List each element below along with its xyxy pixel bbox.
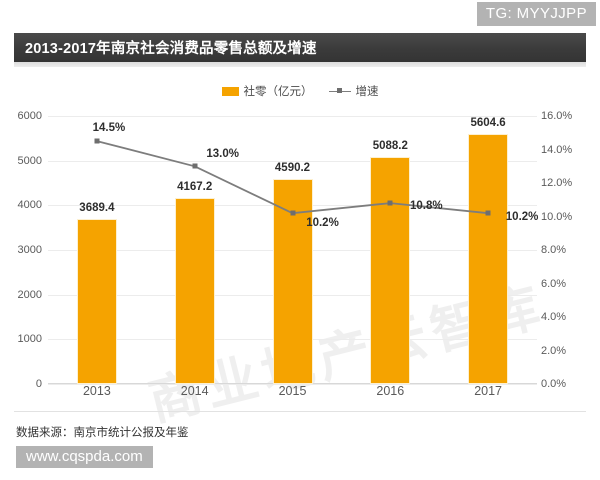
line-value-label: 10.8% (409, 200, 443, 213)
left-axis-tick: 1000 (17, 333, 42, 346)
left-axis: 0 1000 2000 3000 4000 5000 6000 (0, 110, 42, 390)
bar-value-label: 5088.2 (372, 139, 408, 152)
left-axis-tick: 0 (35, 378, 42, 390)
right-axis-tick: 0.0% (541, 378, 567, 390)
line-marker[interactable] (94, 138, 100, 144)
right-axis-tick: 8.0% (541, 244, 567, 256)
right-axis-tick: 4.0% (541, 311, 567, 323)
right-axis-tick: 6.0% (541, 277, 567, 290)
right-axis: 0.0% 2.0% 4.0% 6.0% 8.0% 10.0% 12.0% 14.0% 16.0% (541, 110, 595, 390)
legend-label-bar: 社零（亿元） (243, 86, 313, 98)
left-axis-tick: 5000 (17, 154, 42, 167)
site-watermark: www.cqspda.com (16, 446, 153, 468)
tg-banner: TG: MYYJJPP (476, 2, 596, 26)
right-axis-tick: 12.0% (541, 177, 573, 189)
line-marker[interactable] (290, 210, 295, 216)
line-marker[interactable] (485, 210, 491, 216)
right-axis-tick: 16.0% (541, 110, 573, 122)
x-axis-tick: 2015 (278, 384, 307, 398)
chart-legend: 社零（亿元） 增速 (0, 83, 600, 99)
left-axis-tick: 6000 (17, 110, 42, 122)
right-axis-tick: 2.0% (541, 344, 567, 357)
bar[interactable] (468, 133, 509, 384)
x-axis-labels: 2013 2014 2015 2016 2017 (48, 384, 537, 406)
bar-value-label: 5604.6 (470, 116, 506, 129)
legend-item-line[interactable]: 增速 (328, 83, 379, 99)
chart-title-bar: 2013-2017年南京社会消费品零售总额及增速 (14, 33, 586, 62)
x-axis-tick: 2014 (180, 384, 209, 398)
x-axis-tick: 2017 (474, 384, 502, 398)
bar-value-label: 3689.4 (79, 202, 115, 215)
page-title: 2013-2017年南京社会消费品零售总额及增速 (25, 41, 317, 57)
bar-value-label: 4590.2 (274, 162, 311, 174)
x-axis-tick: 2013 (82, 384, 111, 398)
bar[interactable] (174, 197, 215, 384)
left-axis-tick: 3000 (17, 244, 42, 256)
right-axis-tick: 14.0% (541, 143, 573, 156)
legend-line-swatch-icon (328, 87, 351, 96)
legend-bar-swatch-icon (221, 86, 239, 96)
gridline (48, 160, 537, 162)
bar-value-label: 4167.2 (177, 180, 213, 193)
title-underbar (14, 62, 586, 67)
bar[interactable] (370, 156, 411, 384)
legend-item-bar[interactable]: 社零（亿元） (221, 83, 313, 99)
footer-divider (14, 411, 586, 412)
left-axis-tick: 2000 (17, 288, 42, 301)
plot-area: 商业地产云智库 3689.4 4167.2 4590.2 5088.2 5604.6 14… (48, 116, 552, 433)
line-marker[interactable] (192, 163, 198, 169)
line-value-label: 14.5% (92, 122, 126, 135)
gridline (48, 116, 537, 117)
line-value-label: 10.2% (505, 211, 539, 224)
legend-label-line: 增速 (355, 86, 379, 98)
line-marker[interactable] (387, 200, 393, 206)
line-value-label: 13.0% (206, 148, 239, 161)
x-axis-tick: 2016 (376, 384, 405, 398)
left-axis-tick: 4000 (17, 199, 42, 212)
bar[interactable] (76, 219, 117, 384)
gridline (48, 384, 537, 385)
growth-line-series (96, 140, 489, 215)
line-value-label: 10.2% (306, 217, 339, 230)
source-note: 数据来源：南京市统计公报及年鉴 (16, 427, 189, 439)
plot-wrapper: 0 1000 2000 3000 4000 5000 6000 0.0% 2.0% 4.0% 6.… (0, 104, 600, 433)
right-axis-tick: 10.0% (541, 210, 573, 223)
